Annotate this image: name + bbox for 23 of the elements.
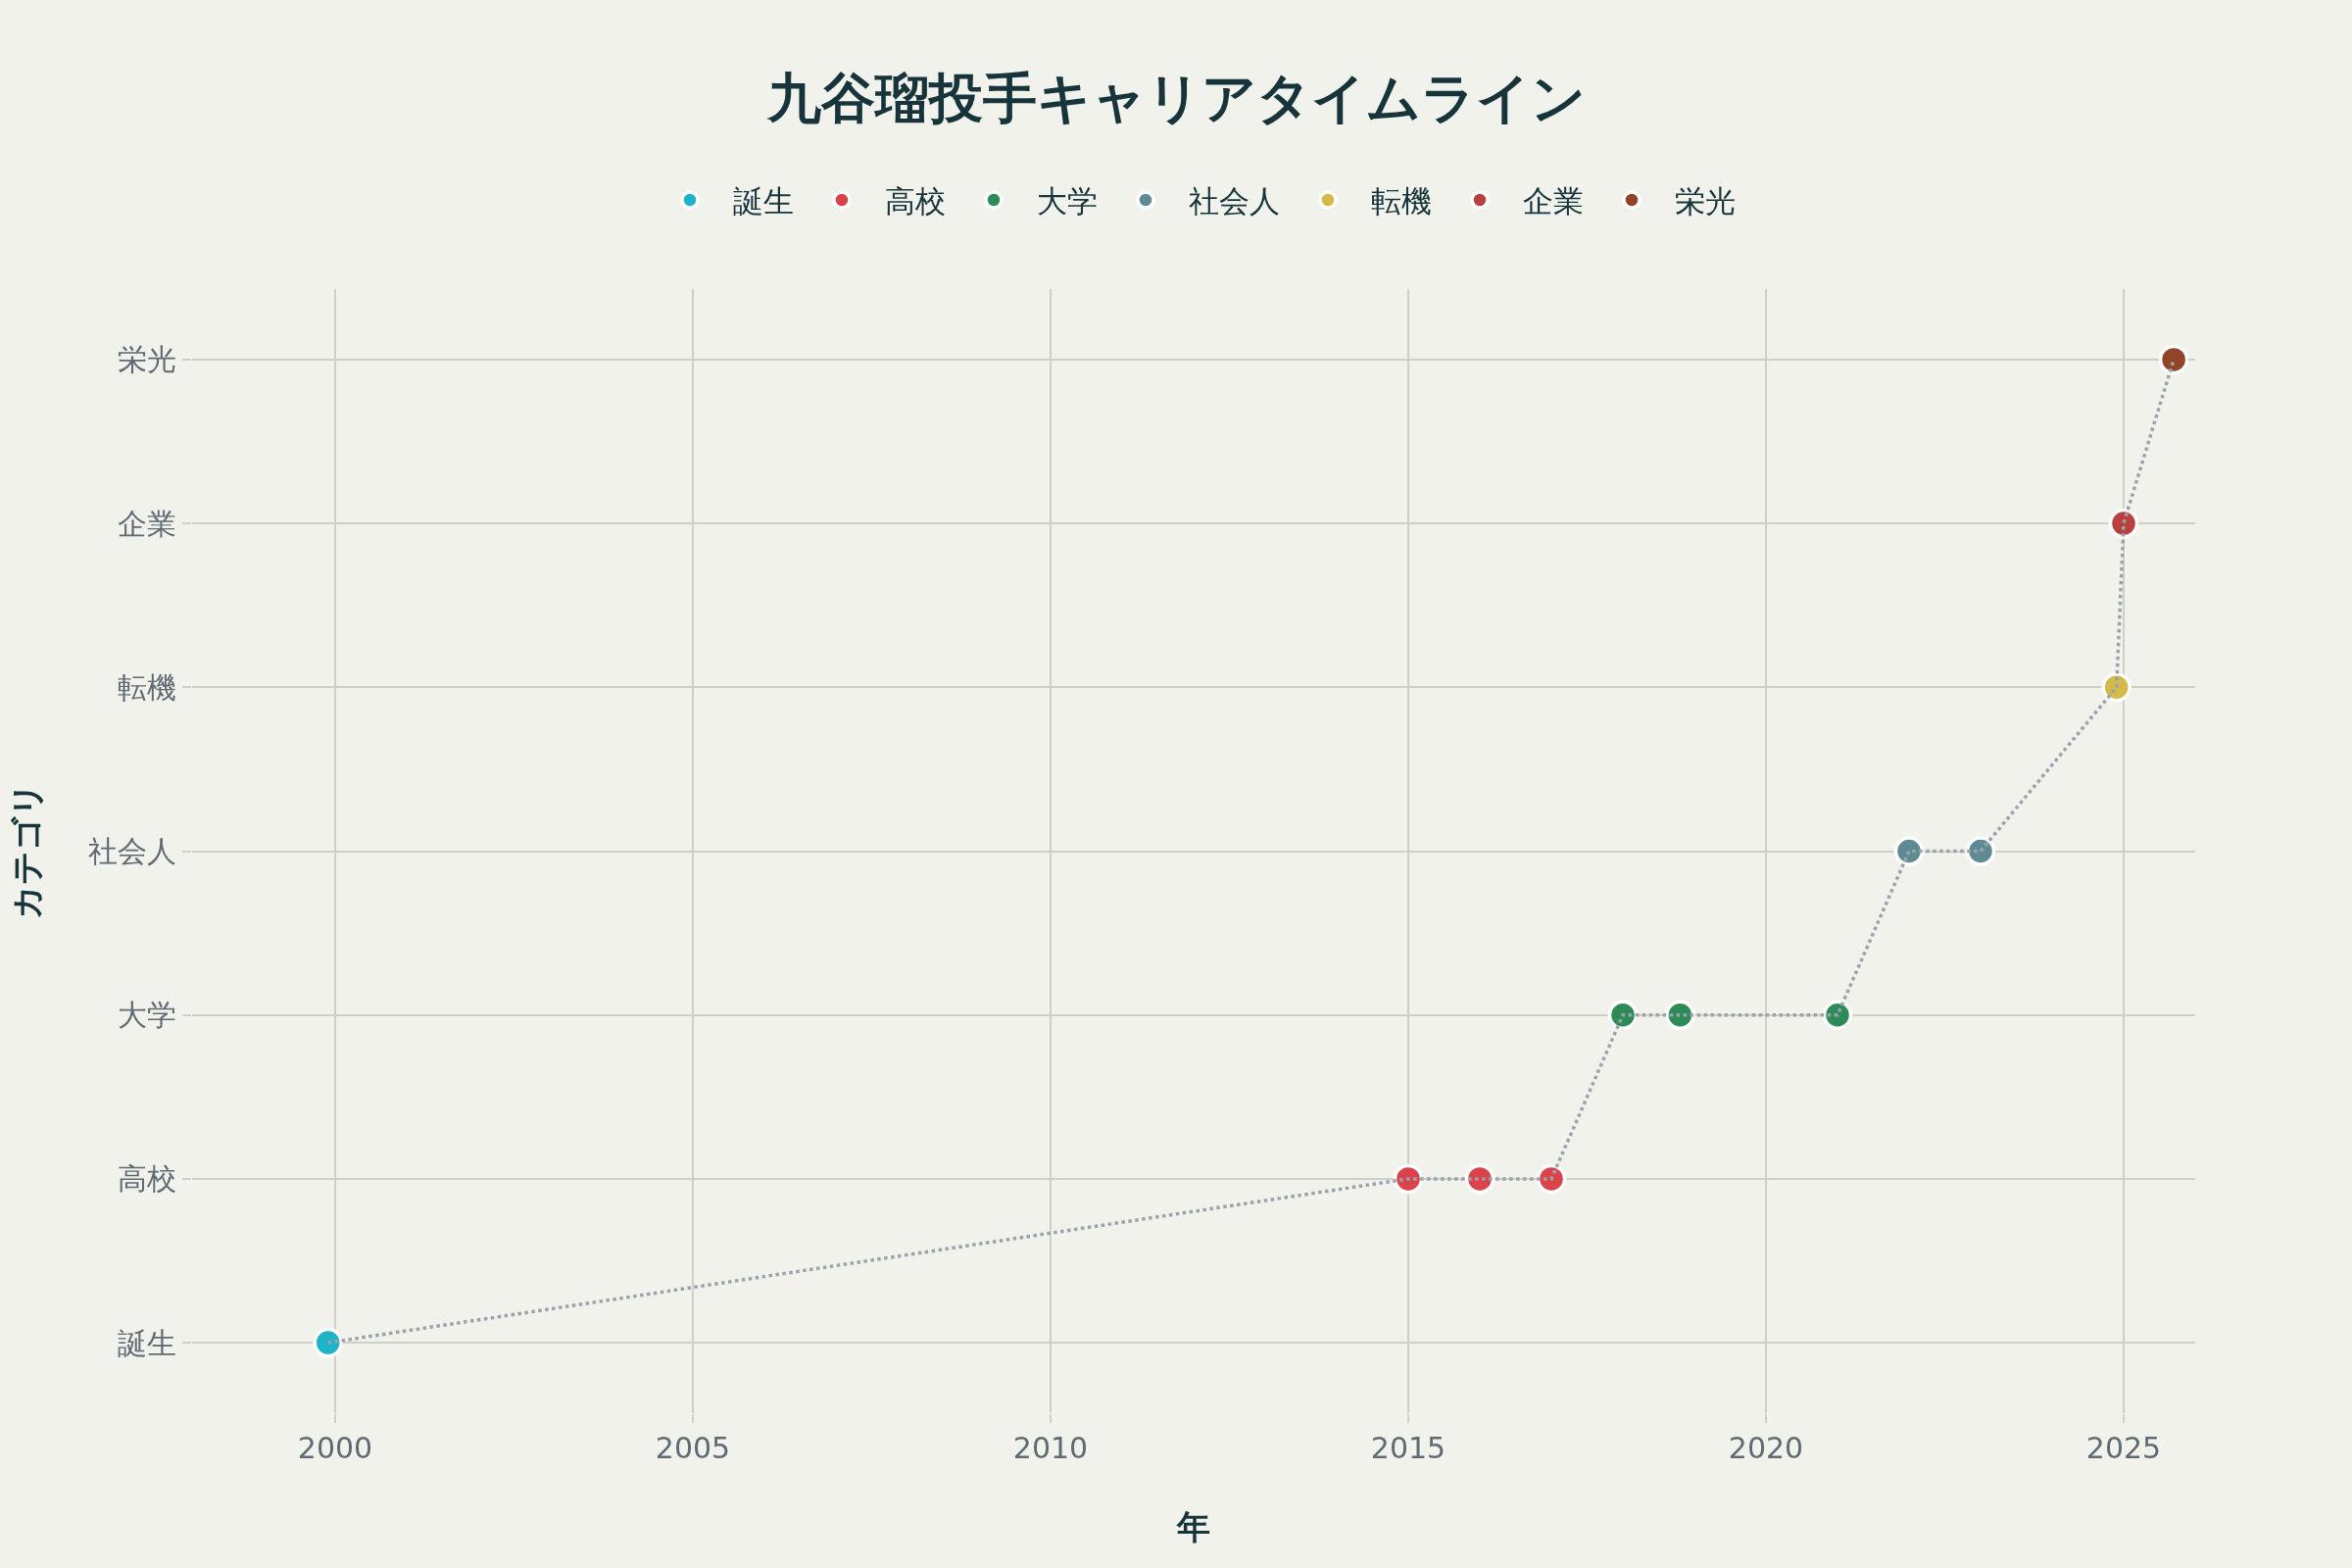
x-tick-label: 2005 [655,1431,731,1465]
y-axis-title: カテゴリ [6,782,46,920]
x-tick-label: 2010 [1012,1431,1089,1465]
x-axis-title: 年 [1176,1507,1210,1547]
x-tick-label: 2020 [1728,1431,1804,1465]
legend-label: 栄光 [1675,183,1736,220]
legend-label: 誕生 [733,183,794,220]
x-tick-label: 2025 [2085,1431,2162,1465]
y-tick-label: 栄光 [118,342,176,377]
y-tick-label: 社会人 [88,834,176,868]
x-tick-label: 2015 [1370,1431,1446,1465]
legend-label: 高校 [885,183,946,220]
y-tick-label: 企業 [118,506,176,541]
legend-label: 転機 [1371,183,1432,220]
legend-label: 社会人 [1189,183,1280,220]
y-tick-label: 誕生 [118,1325,176,1360]
chart-title: 九谷瑠投手キャリアタイムライン [765,67,1586,130]
legend-label: 企業 [1523,183,1584,220]
y-tick-label: 高校 [118,1161,176,1197]
x-tick-label: 2000 [297,1431,373,1465]
legend-label: 大学 [1037,183,1098,220]
y-tick-label: 大学 [118,998,176,1033]
y-tick-label: 転機 [118,669,176,705]
